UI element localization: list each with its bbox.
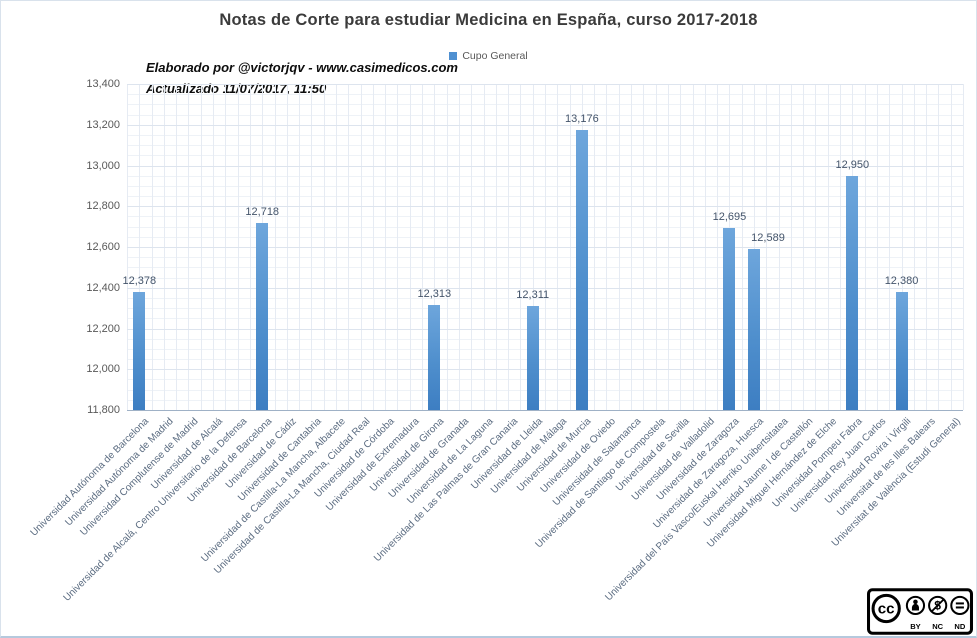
bar-value-label: 12,950 (835, 158, 870, 171)
x-axis-label: Universidad de Alcalá, Centro Universita… (61, 416, 250, 604)
y-axis-label: 13,000 (86, 159, 120, 172)
svg-text:cc: cc (878, 601, 895, 618)
cc-nc-label: NC (932, 622, 943, 631)
legend-swatch-icon (449, 52, 458, 60)
bar (846, 175, 859, 410)
bar (133, 292, 146, 410)
bar-value-label: 12,378 (122, 275, 157, 288)
bar (575, 129, 588, 410)
y-axis-label: 12,600 (86, 241, 120, 253)
y-axis-label: 12,000 (86, 363, 120, 376)
cc-license-badge: cc $ BY NC ND (867, 588, 973, 635)
gridline-major-h (127, 206, 963, 208)
y-axis-label: 12,400 (86, 281, 120, 294)
bar-value-label: 12,380 (884, 274, 919, 287)
legend-label: Cupo General (462, 50, 528, 62)
chart-title: Notas de Corte para estudiar Medicina en… (219, 11, 758, 29)
gridline-major-h (127, 328, 963, 330)
y-axis-label: 12,800 (86, 200, 120, 213)
bar (748, 249, 760, 410)
gridline-major-h (127, 84, 963, 85)
cc-nd-label: ND (954, 622, 965, 631)
bar-value-label: 12,695 (712, 210, 747, 223)
gridline-major-h (127, 124, 963, 126)
gridline-major-h (127, 287, 963, 289)
y-axis-label: 11,800 (87, 404, 120, 416)
y-axis-label: 12,200 (86, 322, 120, 335)
gridline-major-h (127, 369, 963, 371)
cc-nd-icon (950, 595, 970, 616)
bar (895, 291, 908, 410)
y-axis-label: 13,200 (86, 118, 120, 131)
bar (428, 305, 441, 410)
gridline-major-h (127, 247, 963, 248)
y-axis-label: 13,400 (86, 78, 120, 90)
annotation-line1: Elaborado por @victorjqv - www.casimedic… (146, 60, 458, 75)
bar-value-label: 12,311 (516, 288, 550, 301)
bar (256, 222, 269, 410)
bar-value-label: 12,589 (751, 232, 785, 245)
bar-value-label: 12,718 (245, 205, 280, 218)
bar (723, 227, 736, 410)
x-axis-line (127, 410, 963, 411)
cc-logo-icon: cc (871, 593, 901, 624)
cc-by-icon (905, 595, 926, 616)
cc-nc-icon: $ (928, 595, 948, 616)
bar (526, 305, 539, 410)
cc-by-label: BY (910, 622, 921, 631)
bar-value-label: 12,313 (417, 288, 452, 301)
gridline-major-h (127, 165, 963, 167)
bar-value-label: 13,176 (565, 112, 599, 125)
legend: Cupo General (1, 50, 976, 62)
gridline-v (963, 84, 964, 410)
